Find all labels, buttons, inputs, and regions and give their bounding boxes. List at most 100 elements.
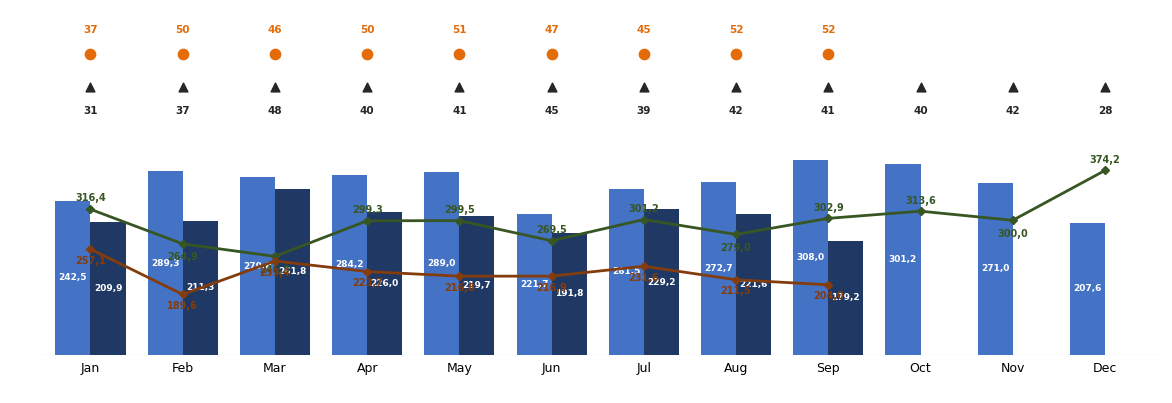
Point (266, 51, 285, 58)
Text: 39: 39 (636, 106, 650, 116)
Text: 211,3: 211,3 (186, 283, 214, 292)
Text: 37: 37 (176, 106, 190, 116)
Point (819, 84, 838, 90)
Text: 272,7: 272,7 (704, 264, 732, 273)
Point (173, 84, 192, 90)
Text: 221,6: 221,6 (740, 280, 768, 289)
Point (727, 51, 745, 58)
Text: 229,2: 229,2 (647, 278, 675, 287)
Point (634, 84, 653, 90)
Text: 299,5: 299,5 (444, 205, 475, 215)
Text: 216,9: 216,9 (537, 283, 567, 293)
Bar (701, 182, 736, 355)
Point (1003, 84, 1022, 90)
Text: 261,8: 261,8 (278, 267, 307, 276)
Text: 301,2: 301,2 (888, 255, 918, 264)
Text: 50: 50 (176, 25, 190, 35)
Text: 279,8: 279,8 (243, 262, 272, 270)
Point (81, 51, 100, 58)
Bar (1070, 223, 1105, 355)
Text: 41: 41 (452, 106, 466, 116)
Point (634, 51, 653, 58)
Point (81, 84, 100, 90)
Bar (886, 164, 920, 355)
Text: 207,6: 207,6 (1074, 285, 1102, 293)
Text: 264,9: 264,9 (168, 252, 198, 262)
Bar (367, 212, 402, 355)
Text: 246,3: 246,3 (259, 265, 291, 275)
Point (357, 51, 376, 58)
Bar (332, 174, 367, 355)
Bar (829, 241, 864, 355)
Text: 221,7: 221,7 (520, 280, 548, 289)
Text: 223,7: 223,7 (352, 278, 382, 288)
Text: 37: 37 (83, 25, 97, 35)
Text: 299,3: 299,3 (352, 205, 382, 215)
Text: 40: 40 (913, 106, 928, 116)
Text: 239,4: 239,4 (259, 268, 291, 278)
Point (1096, 84, 1115, 90)
Point (819, 51, 838, 58)
Text: 216,8: 216,8 (444, 283, 475, 293)
Text: 50: 50 (360, 25, 374, 35)
Text: 284,2: 284,2 (335, 260, 363, 269)
Text: 45: 45 (544, 106, 559, 116)
Text: 269,5: 269,5 (537, 225, 567, 235)
Point (543, 51, 561, 58)
Text: 316,4: 316,4 (75, 193, 105, 203)
Text: 41: 41 (820, 106, 836, 116)
Text: 42: 42 (729, 106, 743, 116)
Text: 189,6: 189,6 (168, 301, 198, 311)
Text: 46: 46 (267, 25, 282, 35)
Text: 308,0: 308,0 (797, 253, 825, 262)
Bar (459, 216, 495, 355)
Text: 313,6: 313,6 (905, 195, 936, 206)
Text: 261,5: 261,5 (612, 267, 640, 276)
Text: 209,9: 209,9 (94, 284, 122, 293)
Bar (552, 233, 587, 355)
Text: 47: 47 (544, 25, 559, 35)
Bar (643, 210, 679, 355)
Bar (148, 171, 183, 355)
Legend: Produção 2014, Produção 2015, Vendas 2014, Vendas 2015, Estoque 2014 (dias), Est: Produção 2014, Produção 2015, Vendas 201… (246, 400, 949, 403)
Bar (55, 201, 90, 355)
Point (727, 84, 745, 90)
Text: 51: 51 (452, 25, 466, 35)
Point (911, 84, 929, 90)
Bar (608, 189, 643, 355)
Bar (183, 221, 218, 355)
Point (450, 84, 469, 90)
Text: 302,9: 302,9 (813, 203, 844, 213)
Text: 40: 40 (360, 106, 375, 116)
Text: 374,2: 374,2 (1090, 155, 1120, 165)
Point (450, 51, 469, 58)
Bar (240, 177, 275, 355)
Bar (424, 172, 459, 355)
Text: 191,8: 191,8 (554, 289, 584, 298)
Text: 300,0: 300,0 (997, 229, 1028, 239)
Text: 52: 52 (822, 25, 836, 35)
Point (266, 84, 285, 90)
Text: 271,0: 271,0 (981, 264, 1009, 273)
Text: 28: 28 (1098, 106, 1112, 116)
Text: 179,2: 179,2 (831, 293, 860, 302)
Text: 289,3: 289,3 (151, 259, 179, 268)
Text: 242,5: 242,5 (59, 273, 87, 283)
Bar (275, 189, 309, 355)
Text: 279,0: 279,0 (721, 243, 751, 253)
Text: 48: 48 (267, 106, 282, 116)
Point (357, 84, 376, 90)
Bar (977, 183, 1013, 355)
Bar (90, 222, 125, 355)
Point (173, 51, 192, 58)
Bar (517, 214, 552, 355)
Text: 226,0: 226,0 (370, 278, 398, 288)
Bar (736, 214, 771, 355)
Text: 42: 42 (1006, 106, 1020, 116)
Point (543, 84, 561, 90)
Text: 204,0: 204,0 (813, 291, 844, 301)
Text: 231,6: 231,6 (628, 273, 659, 283)
Text: 211,5: 211,5 (721, 287, 751, 296)
Text: 31: 31 (83, 106, 97, 116)
Text: 257,1: 257,1 (75, 256, 105, 266)
